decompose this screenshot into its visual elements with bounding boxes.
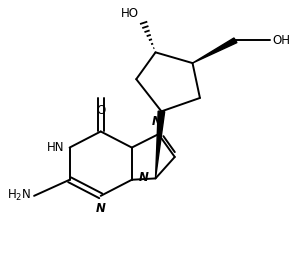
Polygon shape bbox=[192, 38, 237, 63]
Text: N: N bbox=[152, 115, 162, 128]
Text: O: O bbox=[96, 104, 105, 117]
Text: $\mathregular{H_2N}$: $\mathregular{H_2N}$ bbox=[7, 188, 31, 204]
Text: N: N bbox=[139, 171, 149, 184]
Text: OH: OH bbox=[272, 34, 291, 47]
Polygon shape bbox=[156, 111, 165, 178]
Text: HN: HN bbox=[47, 141, 64, 154]
Text: HO: HO bbox=[121, 7, 139, 20]
Text: N: N bbox=[96, 202, 106, 215]
